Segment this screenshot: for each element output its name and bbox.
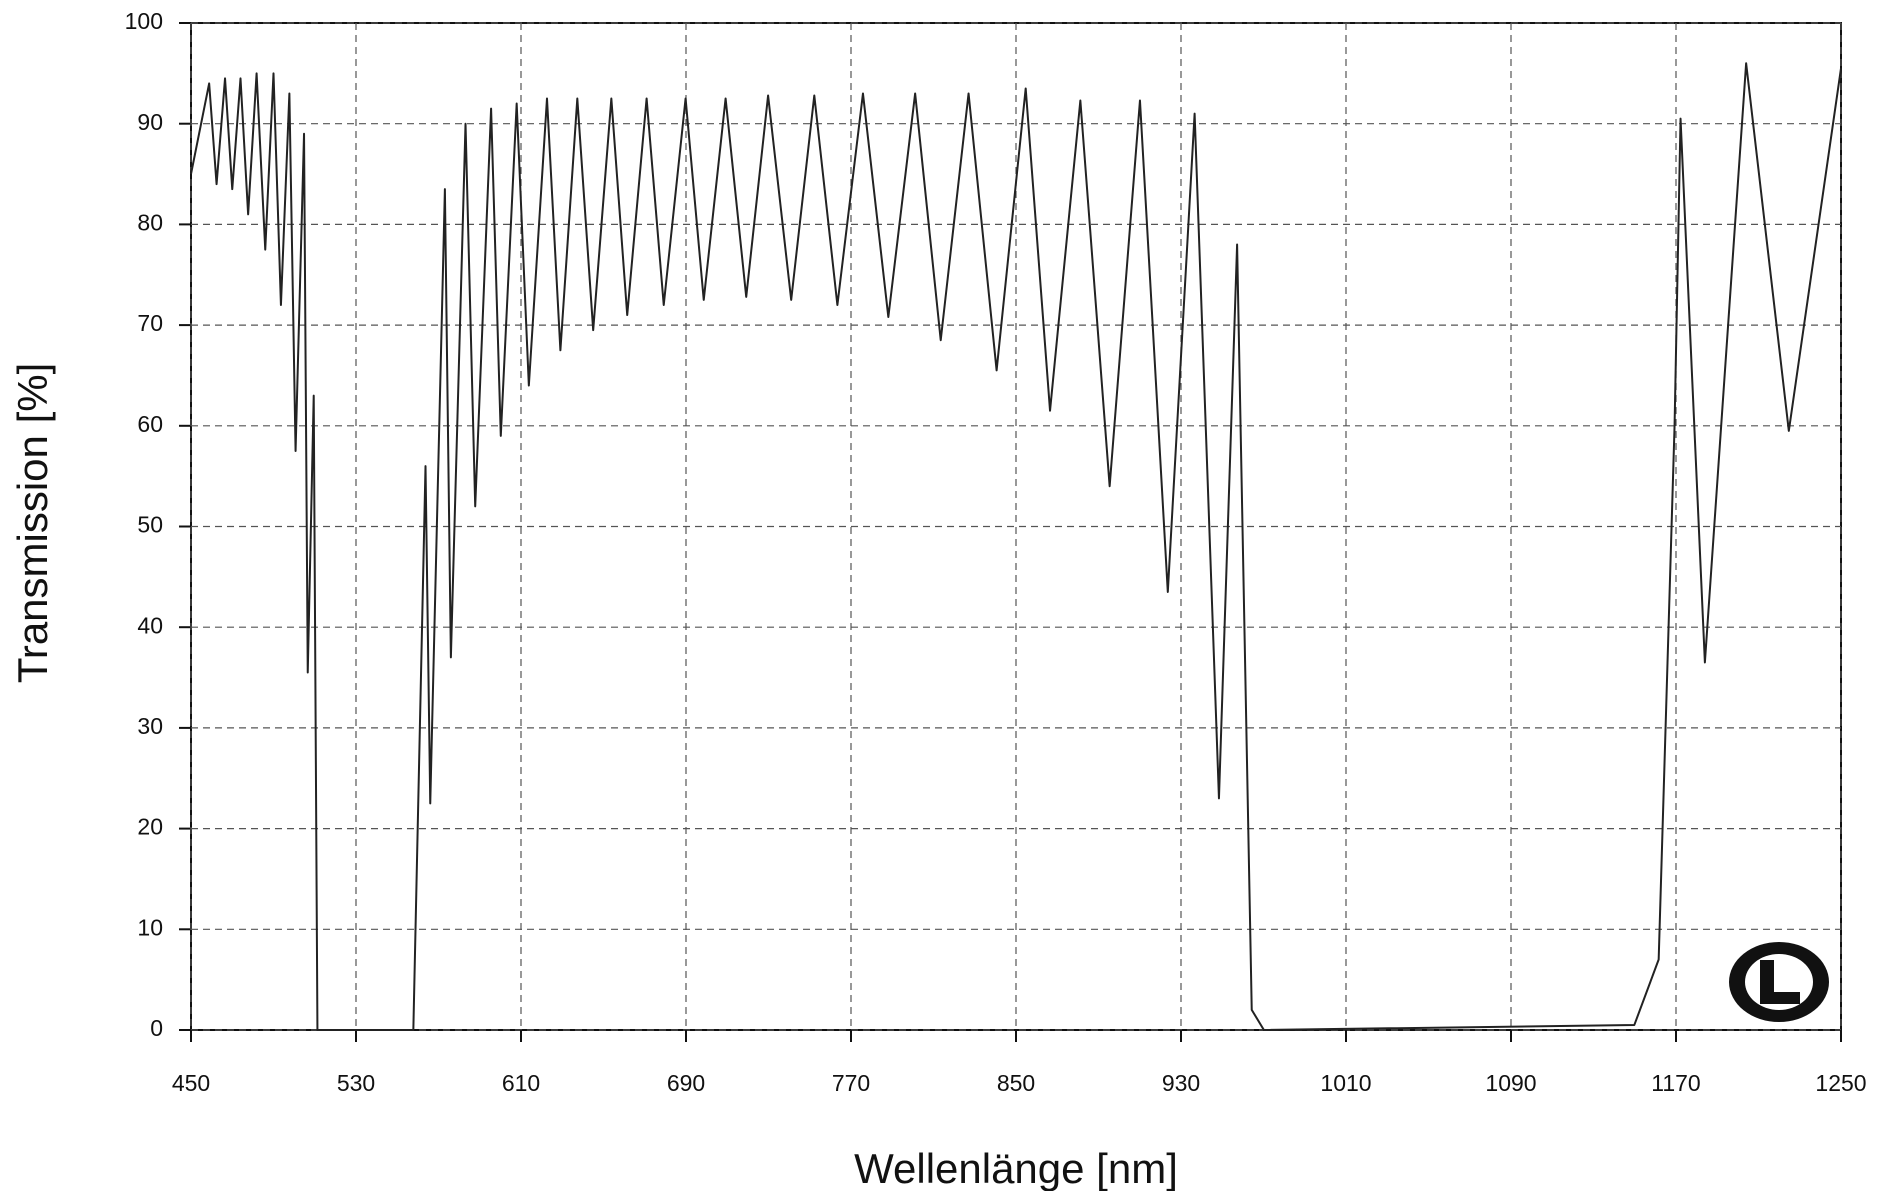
y-tick-label: 20 [137,814,163,840]
x-tick-label: 610 [502,1070,540,1096]
x-tick-label: 930 [1162,1070,1200,1096]
x-axis-label: Wellenlänge [nm] [854,1145,1178,1191]
y-tick-label: 80 [137,209,163,235]
y-axis-label: Transmission [%] [9,363,56,684]
y-tick-label: 30 [137,713,163,739]
y-tick-label: 90 [137,109,163,135]
y-tick-label: 10 [137,914,163,940]
transmission-line [190,62,1842,1031]
x-tick-label: 770 [832,1070,870,1096]
x-tick-label: 530 [337,1070,375,1096]
y-tick-label: 0 [150,1015,163,1041]
x-tick-label: 850 [997,1070,1035,1096]
x-tick-label: 690 [667,1070,705,1096]
x-tick-label: 1170 [1651,1070,1700,1096]
logo [1729,942,1829,1022]
y-tick-label: 70 [137,310,163,336]
y-tick-label: 60 [137,411,163,437]
y-tick-label: 50 [137,512,163,538]
x-tick-label: 1010 [1320,1070,1371,1096]
x-tick-label: 450 [172,1070,210,1096]
y-tick-label: 100 [125,8,163,34]
y-tick-label: 40 [137,612,163,638]
x-tick-label: 1250 [1815,1070,1866,1096]
x-tick-label: 1090 [1485,1070,1536,1096]
